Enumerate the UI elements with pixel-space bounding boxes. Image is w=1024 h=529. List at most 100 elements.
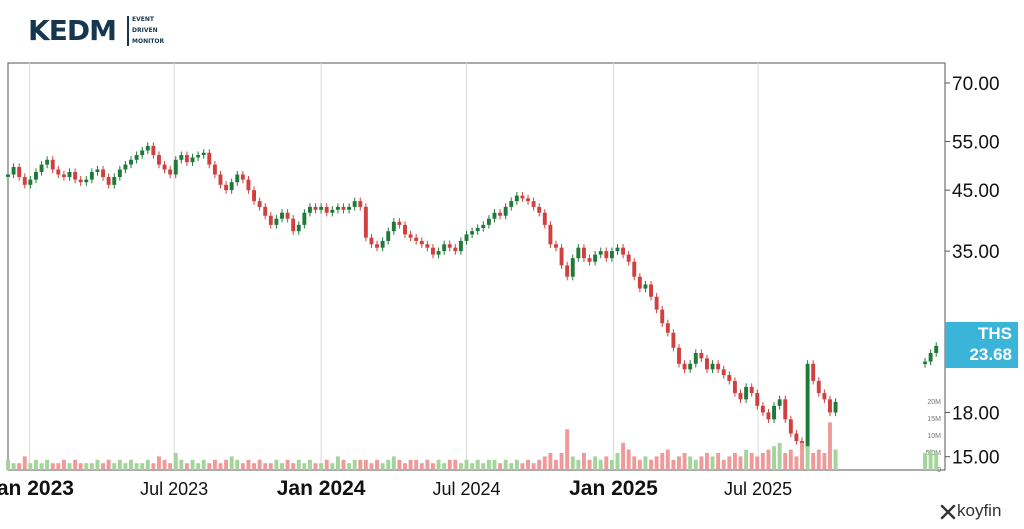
volume-bar xyxy=(95,459,100,470)
candle-body xyxy=(56,169,61,175)
volume-bar xyxy=(330,463,335,470)
candle-body xyxy=(436,251,441,255)
volume-bar xyxy=(145,459,150,470)
volume-bar xyxy=(643,456,648,470)
volume-bar xyxy=(520,463,525,470)
volume-bar xyxy=(240,463,245,470)
candle-body xyxy=(548,224,553,245)
volume-bar xyxy=(347,463,352,470)
candle-body xyxy=(78,179,83,183)
candle-body xyxy=(643,284,648,289)
y-tick-label: 35.00 xyxy=(952,242,1000,263)
candle-body xyxy=(341,206,346,210)
candle-body xyxy=(688,363,693,370)
candle-body xyxy=(498,212,503,216)
volume-bar xyxy=(777,442,782,470)
candle-body xyxy=(425,244,430,248)
candle-body xyxy=(604,251,609,259)
volume-bar xyxy=(800,442,804,470)
volume-bar xyxy=(246,459,251,470)
volume-bar xyxy=(475,459,480,470)
candle-body xyxy=(816,380,821,394)
volume-bar xyxy=(436,459,441,470)
candle-body xyxy=(67,171,72,178)
candle-body xyxy=(732,380,737,394)
candle-body xyxy=(173,159,178,175)
logo-line-3: MONITOR xyxy=(132,38,165,45)
candle-body xyxy=(760,405,765,413)
candle-body xyxy=(313,206,318,210)
volume-bar xyxy=(117,459,122,470)
volume-bar xyxy=(542,456,547,470)
volume-bar xyxy=(101,463,106,470)
candle-body xyxy=(682,363,687,370)
candle-body xyxy=(537,206,542,213)
candle-body xyxy=(296,224,301,232)
candle-body xyxy=(928,352,933,362)
volume-bar xyxy=(598,459,603,470)
volume-bar xyxy=(84,463,89,470)
candle-body xyxy=(145,145,150,151)
candle-body xyxy=(755,393,760,406)
volume-bar xyxy=(744,449,749,470)
candle-body xyxy=(520,195,525,199)
volume-bar xyxy=(17,463,22,470)
candle-body xyxy=(240,174,245,180)
volume-bar xyxy=(811,453,816,470)
volume-bar xyxy=(581,453,586,470)
volume-bar xyxy=(822,453,827,470)
volume-bar xyxy=(218,463,223,470)
candle-body xyxy=(811,363,816,381)
volume-bar xyxy=(207,463,212,470)
volume-bar xyxy=(755,456,760,470)
candle-body xyxy=(649,284,653,297)
x-tick-label: Jan 2025 xyxy=(569,477,658,500)
volume-bar xyxy=(928,449,933,470)
volume-bar xyxy=(682,453,687,470)
volume-bar xyxy=(73,459,78,470)
volume-bar xyxy=(649,459,653,470)
candle-body xyxy=(112,177,117,185)
candle-body xyxy=(637,276,642,289)
volume-bar xyxy=(431,463,435,470)
candle-body xyxy=(34,171,38,180)
volume-bar xyxy=(190,459,195,470)
candle-body xyxy=(704,358,709,370)
volume-bar xyxy=(772,446,777,470)
volume-bar xyxy=(738,456,743,470)
candle-body xyxy=(235,174,240,183)
volume-bar xyxy=(481,463,486,470)
candle-body xyxy=(268,215,273,225)
candle-body xyxy=(352,201,357,207)
candle-body xyxy=(45,159,50,165)
candle-body xyxy=(710,363,715,370)
candle-body xyxy=(123,164,128,170)
candle-body xyxy=(134,155,139,160)
candle-body xyxy=(224,184,229,191)
candle-body xyxy=(431,247,435,255)
volume-bar xyxy=(162,459,167,470)
volume-bar xyxy=(212,459,217,470)
candle-body xyxy=(699,352,704,359)
volume-bar xyxy=(570,456,575,470)
candle-body xyxy=(531,201,536,207)
candle-body xyxy=(403,224,407,235)
candle-body xyxy=(693,352,698,364)
candle-body xyxy=(626,254,631,262)
volume-bar xyxy=(470,463,475,470)
volume-bar xyxy=(319,463,324,470)
volume-bar xyxy=(615,453,620,470)
candle-body xyxy=(822,393,827,400)
candle-body xyxy=(794,433,799,442)
volume-bar xyxy=(257,459,262,470)
candle-body xyxy=(101,169,106,178)
candle-body xyxy=(788,419,793,434)
candle-body xyxy=(129,159,133,165)
volume-bar xyxy=(593,456,598,470)
volume-bar xyxy=(112,463,117,470)
volume-bar xyxy=(688,456,693,470)
volume-bar xyxy=(486,459,491,470)
volume-bar xyxy=(307,459,312,470)
volume-bar xyxy=(621,442,626,470)
